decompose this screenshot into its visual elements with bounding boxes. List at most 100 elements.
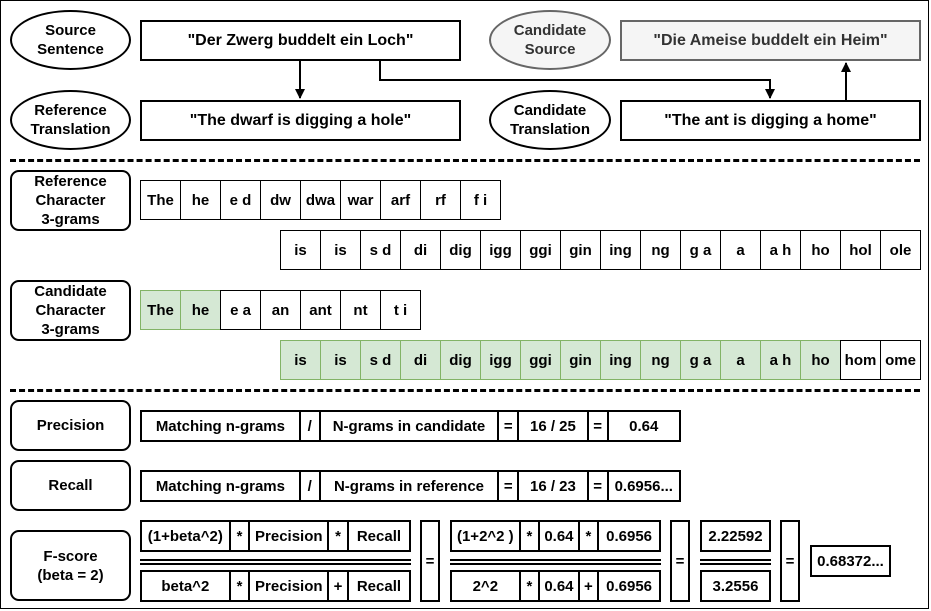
recall-result: 0.6956... — [614, 477, 673, 495]
reference-ngram-cell: hol — [840, 230, 881, 270]
candidate-ngram-cell: g a — [680, 340, 721, 380]
candidate-ngram-cell: a — [720, 340, 761, 380]
source-sentence-box: "Der Zwerg buddelt ein Loch" — [140, 20, 461, 61]
fscore-num-product: 2.22592 — [708, 527, 763, 545]
candidate-ngram-cell: The — [140, 290, 181, 330]
candidate-ngram-cell: he — [180, 290, 221, 330]
reference-ngram-cell: dw — [260, 180, 301, 220]
candidate-ngram-cell: dig — [440, 340, 481, 380]
fscore-num-operator: * — [231, 522, 251, 550]
reference-ngram-cell: di — [400, 230, 441, 270]
candidate-translation-box: "The ant is digging a home" — [620, 100, 921, 141]
fscore-num-value: 0.64 — [540, 522, 580, 550]
reference-ngram-cell: ng — [640, 230, 681, 270]
reference-ngram-cell: The — [140, 180, 181, 220]
candidate-ngram-cell: a h — [760, 340, 801, 380]
fscore-label: F-score (beta = 2) — [10, 530, 131, 601]
candidate-ngrams-label: Candidate Character 3-grams — [10, 280, 131, 341]
candidate-ngram-cell: ggi — [520, 340, 561, 380]
reference-ngram-cell: f i — [460, 180, 501, 220]
fscore-den-sum: 3.2556 — [712, 577, 759, 595]
fscore-numerator-product: 2.22592 — [700, 520, 771, 552]
candidate-ngram-cell: di — [400, 340, 441, 380]
recall-denominator: N-grams in reference — [321, 472, 500, 500]
fscore-den-operator: * — [231, 572, 251, 600]
fscore-den-value-operator: * — [521, 572, 541, 600]
recall-formula: Matching n-grams / N-grams in reference … — [140, 470, 681, 502]
candidate-ngram-cell: s d — [360, 340, 401, 380]
recall-divide-sign: / — [301, 472, 321, 500]
precision-label: Precision — [10, 400, 131, 451]
candidate-source-label: Candidate Source — [489, 10, 611, 70]
fscore-num-value: 0.6956 — [606, 527, 653, 545]
reference-ngram-cell: a h — [760, 230, 801, 270]
fscore-den-value: 2^2 — [452, 572, 521, 600]
reference-ngram-cell: gin — [560, 230, 601, 270]
fscore-equals-2: = — [670, 520, 690, 602]
candidate-ngram-cell: t i — [380, 290, 421, 330]
reference-ngram-cell: dwa — [300, 180, 341, 220]
reference-ngram-cell: ole — [880, 230, 921, 270]
fscore-numerator-values: (1+2^2 ) * 0.64 * 0.6956 — [450, 520, 661, 552]
fscore-den-value-operator: + — [580, 572, 600, 600]
fscore-denominator-values: 2^2 * 0.64 + 0.6956 — [450, 570, 661, 602]
fscore-den-term: Recall — [356, 577, 402, 595]
precision-fraction: 16 / 25 — [519, 412, 589, 440]
reference-ngram-cell: ho — [800, 230, 841, 270]
fscore-den-term: beta^2 — [142, 572, 231, 600]
source-sentence-label: Source Sentence — [10, 10, 131, 70]
candidate-ngram-cell: e a — [220, 290, 261, 330]
candidate-ngram-cell: ome — [880, 340, 921, 380]
candidate-ngram-cell: ng — [640, 340, 681, 380]
reference-ngram-cell: is — [280, 230, 321, 270]
reference-ngram-cell: ggi — [520, 230, 561, 270]
candidate-ngram-cell: igg — [480, 340, 521, 380]
fscore-result: 0.68372... — [810, 545, 891, 577]
reference-ngram-cell: arf — [380, 180, 421, 220]
fscore-equals-1: = — [420, 520, 440, 602]
reference-ngram-cell: s d — [360, 230, 401, 270]
fscore-den-term: Precision — [250, 572, 330, 600]
recall-numerator: Matching n-grams — [142, 472, 301, 500]
fscore-num-term: Precision — [250, 522, 330, 550]
reference-ngram-cell: a — [720, 230, 761, 270]
candidate-ngram-cell: is — [280, 340, 321, 380]
reference-ngram-cell: is — [320, 230, 361, 270]
precision-formula: Matching n-grams / N-grams in candidate … — [140, 410, 681, 442]
reference-ngrams-label: Reference Character 3-grams — [10, 170, 131, 231]
precision-divide-sign: / — [301, 412, 321, 440]
reference-ngram-cell: war — [340, 180, 381, 220]
recall-fraction: 16 / 23 — [519, 472, 589, 500]
candidate-ngram-cell: nt — [340, 290, 381, 330]
precision-numerator: Matching n-grams — [142, 412, 301, 440]
reference-ngram-cell: he — [180, 180, 221, 220]
candidate-ngram-cell: ing — [600, 340, 641, 380]
recall-equals-2: = — [589, 472, 609, 500]
candidate-ngram-cell: hom — [840, 340, 881, 380]
reference-translation-box: "The dwarf is digging a hole" — [140, 100, 461, 141]
fscore-denominator-terms: beta^2 * Precision + Recall — [140, 570, 411, 602]
fscore-den-operator: + — [329, 572, 349, 600]
fscore-den-value: 0.6956 — [606, 577, 653, 595]
fscore-num-term: Recall — [356, 527, 402, 545]
candidate-source-box: "Die Ameise buddelt ein Heim" — [620, 20, 921, 61]
precision-equals-1: = — [499, 412, 520, 440]
candidate-ngram-cell: gin — [560, 340, 601, 380]
reference-ngram-cell: ing — [600, 230, 641, 270]
reference-ngram-cell: igg — [480, 230, 521, 270]
section-divider-bottom — [10, 389, 920, 392]
fscore-denominator-sum: 3.2556 — [700, 570, 771, 602]
fscore-num-operator: * — [329, 522, 349, 550]
fscore-num-term: (1+beta^2) — [142, 522, 231, 550]
precision-denominator: N-grams in candidate — [321, 412, 500, 440]
recall-equals-1: = — [499, 472, 520, 500]
fscore-den-value: 0.64 — [540, 572, 580, 600]
fscore-numerator-terms: (1+beta^2) * Precision * Recall — [140, 520, 411, 552]
candidate-ngram-cell: ant — [300, 290, 341, 330]
reference-ngram-cell: e d — [220, 180, 261, 220]
candidate-ngram-cell: ho — [800, 340, 841, 380]
precision-result: 0.64 — [629, 417, 659, 435]
reference-translation-label: Reference Translation — [10, 90, 131, 150]
fscore-num-value-operator: * — [580, 522, 600, 550]
